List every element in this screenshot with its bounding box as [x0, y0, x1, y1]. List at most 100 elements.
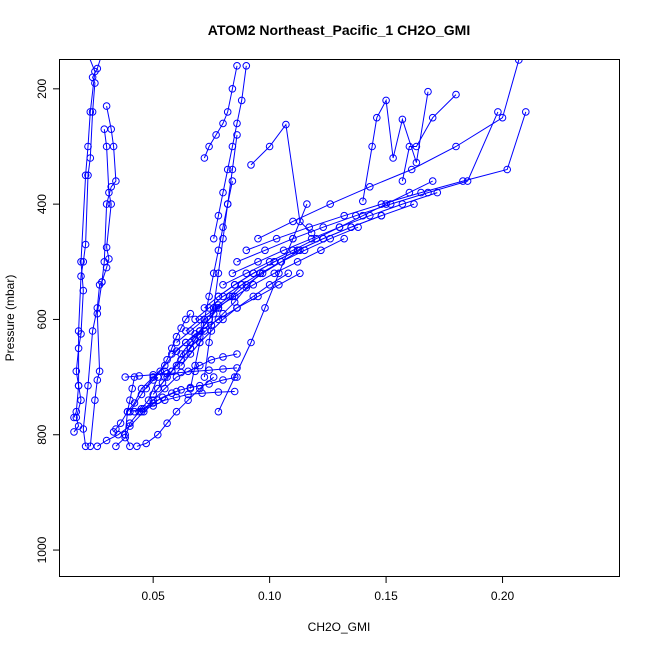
data-point [102, 200, 111, 208]
data-point [307, 234, 316, 243]
data-point [137, 390, 146, 399]
series-line [250, 123, 312, 234]
data-point [270, 269, 279, 278]
data-point [214, 388, 223, 396]
data-point [247, 161, 255, 169]
series-4 [86, 102, 120, 451]
series-38 [359, 87, 432, 206]
data-point [116, 419, 125, 428]
data-point [88, 73, 97, 82]
data-point [452, 142, 460, 151]
data-point [237, 96, 246, 105]
x-axis: 0.05 0.10 0.15 0.20 [141, 576, 515, 603]
data-point [107, 125, 115, 133]
data-point [261, 304, 269, 312]
data-point [233, 304, 241, 312]
data-point [121, 373, 129, 381]
data-point [242, 62, 251, 70]
data-point [335, 223, 344, 231]
data-point [296, 217, 304, 226]
data-point [99, 51, 106, 58]
data-point [72, 407, 81, 416]
data-point [498, 113, 507, 122]
data-point [149, 396, 157, 405]
data-point [149, 371, 157, 379]
data-point [433, 188, 442, 197]
data-point [102, 243, 111, 252]
data-point [249, 292, 258, 301]
data-point [317, 246, 325, 255]
y-axis: 200 400 600 800 1000 [35, 78, 60, 563]
data-point [88, 327, 97, 335]
data-point [214, 269, 223, 278]
series-2 [70, 39, 106, 422]
series-27 [219, 177, 437, 289]
data-point [85, 51, 92, 58]
data-point [186, 350, 195, 358]
data-point [177, 356, 185, 364]
data-point [359, 197, 367, 206]
data-point [398, 115, 407, 124]
data-point [228, 269, 237, 278]
data-point [200, 154, 209, 162]
data-point [172, 387, 181, 396]
data-point [377, 211, 386, 220]
data-point [154, 430, 162, 439]
x-tick-label: 0.10 [258, 589, 282, 603]
series-18 [121, 364, 241, 381]
series-39 [398, 90, 460, 185]
series-line [73, 60, 96, 433]
data-point [93, 376, 102, 384]
series-line [203, 134, 238, 378]
series-line [185, 238, 345, 332]
data-point [133, 442, 141, 451]
data-point [102, 102, 111, 110]
series-36 [200, 62, 241, 162]
y-axis-label: Pressure (mbar) [3, 275, 17, 362]
data-point [79, 258, 88, 266]
data-point [228, 165, 237, 174]
series-32 [214, 200, 311, 416]
data-point [214, 315, 223, 324]
data-point [158, 393, 167, 402]
data-point [95, 367, 104, 376]
chart-title: ATOM2 Northeast_Pacific_1 CH2O_GMI [208, 22, 470, 38]
data-point [233, 350, 241, 358]
data-point [70, 428, 78, 436]
data-point [98, 278, 106, 286]
data-point [205, 380, 213, 388]
data-point [228, 85, 237, 93]
series-line [189, 180, 233, 389]
x-tick-label: 0.20 [491, 589, 515, 603]
data-point [223, 108, 232, 116]
data-point [340, 234, 349, 243]
data-point [289, 246, 297, 255]
data-point [424, 87, 432, 96]
data-point [219, 234, 227, 243]
data-point [219, 353, 227, 361]
x-axis-label: CH2O_GMI [308, 620, 371, 634]
data-point [84, 171, 92, 180]
data-point [279, 246, 288, 255]
data-point [230, 387, 239, 396]
y-tick-label: 1000 [35, 536, 49, 563]
data-point [191, 315, 199, 324]
data-point [265, 258, 274, 266]
series-line [89, 106, 117, 447]
data-point [242, 246, 251, 255]
data-point [242, 269, 251, 278]
series-line [136, 376, 215, 447]
data-point [172, 373, 181, 381]
data-point [107, 183, 115, 191]
y-tick-label: 400 [35, 194, 49, 214]
data-point [86, 108, 95, 116]
series-line [217, 203, 308, 412]
data-point [186, 309, 195, 318]
data-point [228, 142, 237, 151]
data-point [100, 258, 109, 266]
data-point [112, 442, 120, 451]
data-point [494, 108, 502, 116]
data-point [368, 142, 376, 151]
data-point [96, 39, 103, 46]
